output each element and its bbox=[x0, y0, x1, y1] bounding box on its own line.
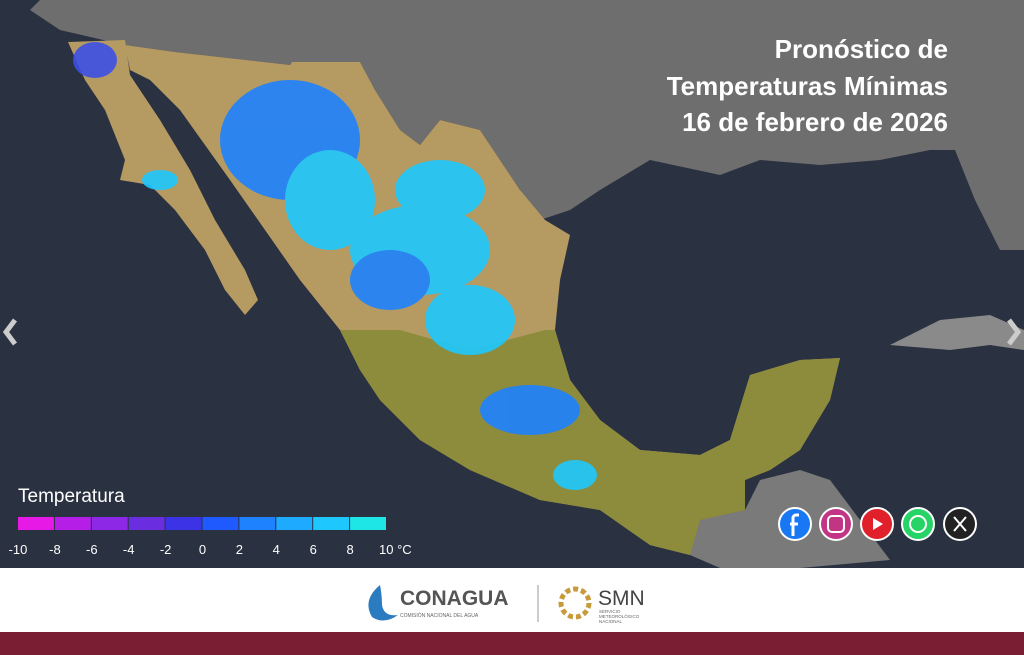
legend-swatch bbox=[18, 517, 54, 530]
bottom-bar bbox=[0, 632, 1024, 655]
conagua-sub: COMISIÓN NACIONAL DEL AGUA bbox=[400, 612, 479, 619]
title-line: Pronóstico de bbox=[775, 34, 948, 64]
conagua-logo bbox=[368, 585, 398, 621]
cold-area bbox=[350, 250, 430, 310]
legend-swatch bbox=[165, 517, 202, 530]
legend-swatch bbox=[54, 517, 91, 530]
cold-area bbox=[553, 460, 597, 490]
title: Pronóstico de Temperaturas Mínimas 16 de… bbox=[667, 34, 948, 137]
social-icons bbox=[778, 507, 977, 541]
next-arrow[interactable] bbox=[1007, 318, 1022, 346]
legend-swatch bbox=[239, 517, 276, 530]
footer bbox=[0, 568, 1024, 632]
title-line: Temperaturas Mínimas bbox=[667, 71, 948, 101]
cold-area bbox=[285, 150, 375, 250]
legend: -10 -8 -6 -4 -2 0 2 4 6 8 10 °C bbox=[9, 517, 412, 557]
legend-tick-label: -8 bbox=[49, 542, 61, 557]
smn-name: SMN bbox=[598, 587, 645, 610]
smn-sub: METEOROLÓGICO bbox=[599, 613, 640, 619]
legend-tick-label: 10 °C bbox=[379, 542, 412, 557]
cold-areas bbox=[73, 42, 597, 490]
smn-logo bbox=[558, 586, 592, 620]
x-glyph bbox=[953, 516, 967, 532]
legend-tick-label: 2 bbox=[236, 542, 243, 557]
legend-tick-label: 8 bbox=[346, 542, 353, 557]
legend-swatch bbox=[313, 517, 350, 530]
smn-sub: NACIONAL bbox=[599, 619, 623, 624]
cold-area bbox=[480, 385, 580, 435]
legend-swatch bbox=[128, 517, 165, 530]
whatsapp-glyph bbox=[909, 515, 927, 533]
facebook-glyph bbox=[790, 513, 799, 536]
legend-swatch bbox=[350, 517, 386, 530]
cuba bbox=[890, 315, 1024, 350]
cold-area bbox=[425, 285, 515, 355]
legend-tick-label: 0 bbox=[199, 542, 206, 557]
cold-area bbox=[73, 42, 117, 78]
legend-tick-label: -4 bbox=[123, 542, 135, 557]
legend-swatch bbox=[276, 517, 313, 530]
legend-tick-label: -6 bbox=[86, 542, 98, 557]
usa-land bbox=[30, 0, 1024, 250]
instagram-glyph bbox=[827, 515, 845, 533]
legend-swatch bbox=[91, 517, 128, 530]
conagua-name: CONAGUA bbox=[400, 587, 509, 610]
legend-title: Temperatura bbox=[18, 486, 125, 507]
youtube-glyph bbox=[873, 518, 883, 530]
whatsapp-icon[interactable] bbox=[901, 507, 935, 541]
cold-area bbox=[395, 160, 485, 220]
cold-area bbox=[142, 170, 178, 190]
legend-tick-label: 4 bbox=[273, 542, 280, 557]
legend-tick-label: 6 bbox=[310, 542, 317, 557]
instagram-icon[interactable] bbox=[819, 507, 853, 541]
smn-sub: SERVICIO bbox=[599, 609, 621, 614]
legend-tick-label: -2 bbox=[160, 542, 172, 557]
title-line: 16 de febrero de 2026 bbox=[682, 107, 948, 137]
prev-arrow[interactable] bbox=[2, 318, 17, 346]
legend-swatch bbox=[202, 517, 239, 530]
legend-tick-label: -10 bbox=[9, 542, 28, 557]
southern-region bbox=[340, 330, 840, 555]
